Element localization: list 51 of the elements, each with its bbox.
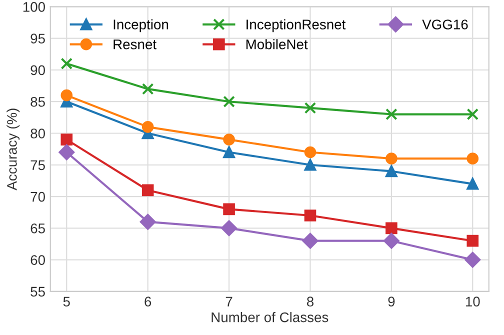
point bbox=[304, 158, 316, 171]
point bbox=[304, 146, 316, 158]
point bbox=[304, 210, 316, 222]
legend-label: Inception bbox=[114, 19, 168, 32]
point bbox=[60, 89, 73, 102]
y-tick-label: 75 bbox=[30, 160, 45, 170]
point bbox=[60, 58, 73, 70]
y-tick-label: 80 bbox=[30, 128, 45, 138]
x-tick-label: 7 bbox=[226, 296, 232, 306]
x-tick-label: 10 bbox=[466, 296, 480, 307]
point bbox=[60, 134, 73, 146]
y-tick-label: 60 bbox=[30, 255, 45, 265]
point bbox=[223, 146, 235, 158]
x-axis-title: Number of Classes bbox=[212, 312, 328, 322]
y-tick-label: 100 bbox=[23, 2, 45, 12]
point bbox=[140, 214, 156, 230]
point bbox=[223, 96, 235, 108]
y-tick-label: 95 bbox=[30, 34, 45, 44]
legend-label: MobileNet bbox=[246, 39, 308, 50]
point bbox=[58, 144, 75, 160]
point bbox=[464, 252, 481, 268]
point bbox=[466, 152, 479, 164]
point bbox=[466, 108, 479, 120]
y-tick-label: 65 bbox=[30, 224, 45, 234]
x-tick-label: 8 bbox=[306, 296, 314, 307]
point bbox=[386, 222, 398, 234]
legend-label: Resnet bbox=[114, 40, 156, 50]
point bbox=[386, 152, 398, 164]
point bbox=[223, 134, 235, 146]
point bbox=[142, 184, 154, 196]
point bbox=[304, 102, 316, 114]
point bbox=[386, 165, 398, 178]
x-tick-label: 9 bbox=[388, 296, 395, 307]
y-tick-label: 90 bbox=[30, 65, 45, 76]
y-tick-label: 70 bbox=[30, 192, 45, 202]
y-tick-label: 55 bbox=[30, 286, 45, 297]
x-tick-label: 6 bbox=[144, 296, 152, 307]
point bbox=[386, 108, 398, 120]
y-tick-label: 85 bbox=[30, 96, 45, 107]
legend-label: VGG16 bbox=[422, 20, 468, 30]
point bbox=[223, 203, 235, 216]
x-tick-label: 5 bbox=[63, 296, 70, 307]
legend-label: InceptionResnet bbox=[246, 19, 346, 32]
point bbox=[142, 83, 154, 95]
point bbox=[142, 121, 154, 133]
y-axis-title: Accuracy (%) bbox=[6, 108, 20, 190]
point bbox=[221, 220, 237, 236]
point bbox=[466, 178, 479, 190]
point bbox=[302, 232, 318, 249]
point bbox=[466, 234, 479, 247]
point bbox=[384, 232, 400, 249]
